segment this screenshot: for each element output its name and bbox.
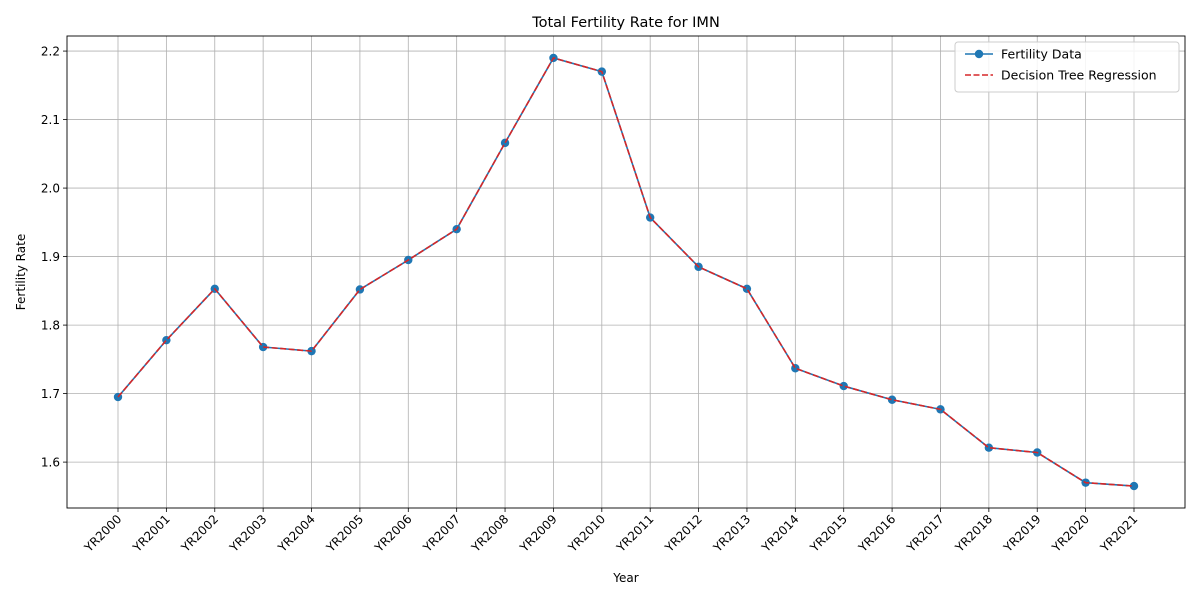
legend: Fertility Data Decision Tree Regression [954, 41, 1180, 93]
legend-marker-fertility-data [974, 49, 984, 59]
data-point-fertility-data [500, 138, 510, 148]
legend-label-decision-tree-regression: Decision Tree Regression [1001, 68, 1157, 83]
y-axis: 1.6 1.7 1.8 1.9 2.0 2.1 2.2 [41, 44, 67, 469]
data-point-fertility-data [742, 284, 752, 293]
y-tick-label: 2.1 [41, 113, 60, 127]
legend-box [954, 41, 1180, 93]
y-tick-label: 1.7 [41, 387, 60, 401]
legend-label-fertility-data: Fertility Data [1001, 47, 1082, 62]
data-point-fertility-data [839, 381, 848, 391]
data-point-fertility-data [1129, 481, 1139, 491]
series-layer [113, 53, 1139, 491]
data-point-fertility-data [791, 364, 800, 373]
plot-frame [66, 35, 1186, 509]
data-point-fertility-data [887, 395, 897, 404]
x-axis-label: Year [612, 571, 638, 585]
y-axis-label: Fertility Rate [14, 234, 28, 310]
series-line-decision-tree-regression [117, 57, 1135, 487]
y-tick-label: 1.6 [41, 455, 60, 469]
y-tick-label: 1.9 [41, 250, 60, 264]
y-tick-label: 2.0 [41, 181, 60, 195]
y-tick-label: 1.8 [41, 318, 60, 332]
chart-title: Total Fertility Rate for IMN [531, 15, 720, 31]
grid [67, 36, 1185, 508]
y-tick-label: 2.2 [41, 44, 60, 58]
